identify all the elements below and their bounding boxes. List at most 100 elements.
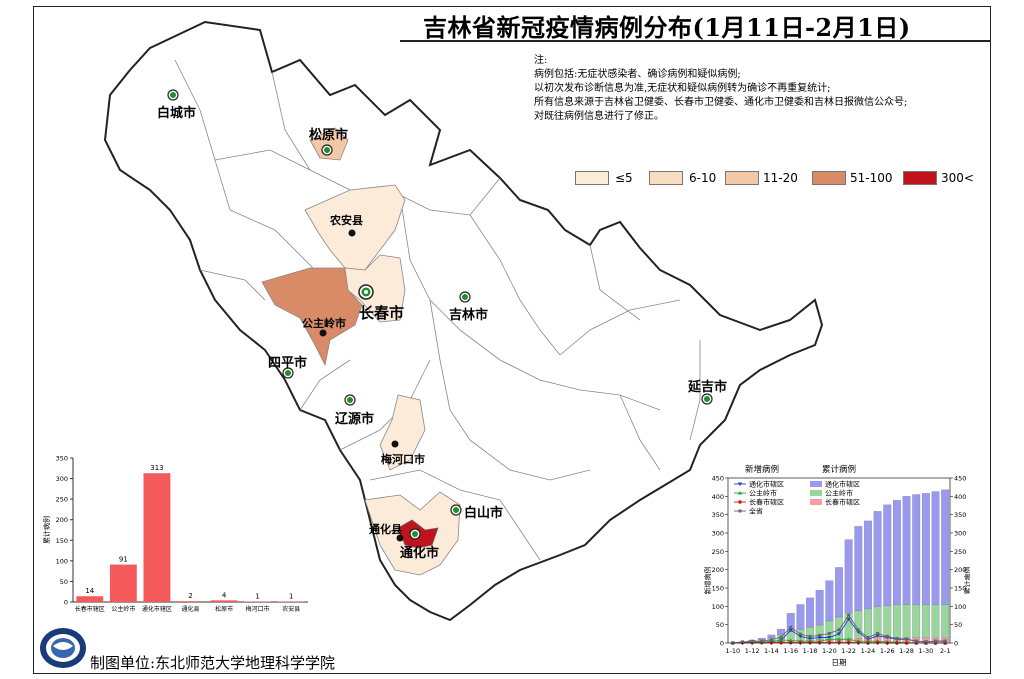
map-frame <box>33 6 991 674</box>
legend-swatch <box>575 171 609 185</box>
label-songyuan: 松原市 <box>309 128 349 143</box>
label-tonghua: 通化市 <box>400 546 440 561</box>
line-marker <box>789 625 793 629</box>
line-marker <box>856 630 861 634</box>
bar-value-label: 313 <box>150 464 163 472</box>
label-liaoyuan: 辽源市 <box>335 412 375 427</box>
right-chart-bars <box>738 489 950 644</box>
line-marker <box>817 636 822 640</box>
tonghua-county-dot <box>396 534 404 542</box>
stack-bar-1-14 <box>864 608 872 639</box>
legend-line-label: 公主岭市 <box>749 489 777 498</box>
stack-bar-0-17 <box>892 500 901 606</box>
legend-label: ≤5 <box>615 171 633 185</box>
stack-bar-0-5 <box>777 628 786 635</box>
nongan-dot <box>348 229 356 237</box>
map-title: 吉林省新冠疫情病例分布(1月11日-2月1日) <box>423 13 911 42</box>
note-line: 对既往病例信息进行了修正。 <box>534 111 664 122</box>
x-tick-label: 2-1 <box>940 647 951 655</box>
right-y-tick-label: 250 <box>954 548 966 556</box>
left-y-tick-label: 200 <box>712 566 724 574</box>
line-marker <box>866 636 870 639</box>
songyuan-region <box>309 127 349 161</box>
stack-bar-0-11 <box>835 567 843 618</box>
left-y-tick-label: 350 <box>712 511 724 519</box>
stack-bar-0-4 <box>767 634 776 639</box>
legend-swatch <box>810 481 822 487</box>
left-y-tick-label: 250 <box>712 548 724 556</box>
y-tick-label: 300 <box>56 475 68 483</box>
line-marker <box>876 631 880 635</box>
bar-3 <box>177 601 204 602</box>
line-marker <box>807 637 813 641</box>
right-chart-axes: 0 0 50 50 100 100 150 150 200 200 250 250 300 300 350 3… <box>703 475 970 668</box>
x-tick-label: 1-28 <box>899 647 914 655</box>
stack-bar-0-7 <box>796 604 805 630</box>
nongan-region <box>304 184 406 271</box>
left-y-tick-label: 150 <box>712 585 724 593</box>
bar-value-label: 4 <box>222 591 227 599</box>
line-marker <box>798 632 802 636</box>
y-tick-label: 350 <box>56 455 68 463</box>
baishan-marker <box>450 504 462 516</box>
stack-bar-0-22 <box>941 489 950 605</box>
y-tick-label: 150 <box>56 537 68 545</box>
left-chart-bars: 14 91 313 2 4 1 1 <box>76 464 305 602</box>
legend-label: 300< <box>941 171 974 185</box>
line-marker <box>798 634 803 639</box>
legend-label: 11-20 <box>763 171 798 185</box>
right-chart-lines <box>730 613 948 645</box>
legend-swatch <box>903 171 937 185</box>
x-category-label: 梅河口市 <box>246 605 270 613</box>
x-tick-label: 1-18 <box>803 647 818 655</box>
x-category-label: 松原市 <box>215 605 233 613</box>
liaoyuan-marker <box>344 394 356 406</box>
line-marker <box>943 639 947 643</box>
stack-bar-0-8 <box>806 597 814 628</box>
x-tick-label: 1-22 <box>841 647 856 655</box>
bar-value-label: 1 <box>255 593 259 601</box>
legend-swatch <box>812 171 846 185</box>
x-tick-label: 1-10 <box>725 647 740 655</box>
line-marker <box>837 628 841 632</box>
stack-bar-0-21 <box>931 491 940 605</box>
y-tick-label: 0 <box>64 599 68 607</box>
label-gongzhuling: 公主岭市 <box>302 317 346 330</box>
stack-bar-1-18 <box>902 604 911 639</box>
line-marker <box>875 634 880 638</box>
legend-marker <box>737 482 743 486</box>
y-axis-title: 累计病例 <box>42 516 51 544</box>
gongzhuling-region <box>261 267 363 367</box>
stack-bar-0-15 <box>873 511 882 607</box>
note-line: 以初次发布诊断信息为准,无症状和疑似病例转为确诊不再重复统计; <box>534 83 831 94</box>
label-meihekou: 梅河口市 <box>381 453 425 466</box>
right-y-tick-label: 400 <box>954 493 966 501</box>
notes-block: 注: 病例包括:无症状感染者、确诊病例和疑似病例; 以初次发布诊断信息为准,无症… <box>534 54 907 124</box>
label-nongan: 农安县 <box>330 214 363 227</box>
baicheng-marker <box>167 89 179 101</box>
jilin-marker <box>459 291 471 303</box>
label-baishan: 白山市 <box>464 506 504 521</box>
stack-bar-1-20 <box>921 604 930 639</box>
x-tick-label: 1-20 <box>822 647 837 655</box>
x-category-label: 农安县 <box>282 605 300 613</box>
label-baicheng: 白城市 <box>157 106 197 121</box>
legend-marker <box>737 491 743 495</box>
stack-bar-0-20 <box>921 493 930 605</box>
gongzhuling-dot <box>319 329 327 337</box>
line-marker <box>847 613 851 617</box>
legend-bar-label: 长春市辖区 <box>825 498 860 507</box>
x-axis-title: 日期 <box>832 658 847 667</box>
line-marker <box>769 638 773 642</box>
stack-bar-1-12 <box>844 612 853 639</box>
legend-line-label: 全省 <box>749 507 763 516</box>
right-y-axis-title: 累计病例 <box>963 567 970 595</box>
line-marker <box>885 634 889 638</box>
right-y-tick-label: 150 <box>954 585 966 593</box>
note-line: 病例包括:无症状感染者、确诊病例和疑似病例; <box>534 69 741 80</box>
bar-value-label: 1 <box>289 593 293 601</box>
bar-1 <box>109 564 137 602</box>
